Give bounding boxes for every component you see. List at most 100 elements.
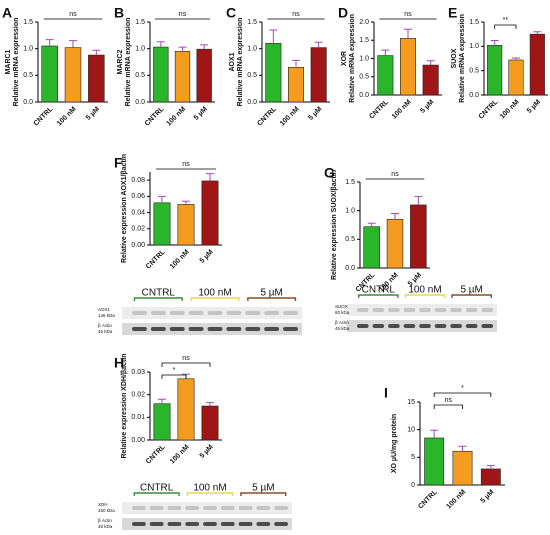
x-tick-label: 5 µM [479, 489, 495, 505]
blot-band [150, 327, 166, 331]
blot-band [419, 308, 431, 312]
lane-bracket [247, 297, 297, 301]
blot-band [283, 327, 298, 331]
bar [153, 403, 171, 441]
bar [287, 67, 305, 103]
y-tick-label: 0.03 [131, 369, 145, 376]
y-axis-label: Relative mRNA expression [237, 18, 244, 107]
error-bar [367, 222, 376, 227]
x-tick-label: 100 nM [56, 106, 78, 128]
blot-band [450, 324, 462, 328]
bar [386, 218, 404, 269]
y-tick-label: 0.04 [131, 209, 145, 216]
y-tick-label: 0.0 [469, 92, 479, 99]
y-tick-label: 10 [407, 427, 415, 434]
x-tick-label: CNTRL [144, 105, 166, 127]
blot-row-label: 150 kDa [98, 508, 115, 513]
y-axis-label: Relative mRNA expression [125, 18, 132, 107]
y-tick-label: 1.5 [23, 19, 33, 26]
y-tick-label: 1.0 [359, 55, 369, 62]
bar [177, 378, 195, 441]
blot-band [274, 506, 288, 510]
bar [480, 468, 501, 486]
y-tick-label: 1.5 [345, 179, 355, 186]
x-tick-label: CNTRL [145, 443, 167, 465]
blot-band [388, 308, 400, 312]
blot-band [203, 522, 217, 526]
y-tick-label: 1.5 [247, 19, 257, 26]
lane-label: CNTRL [140, 483, 174, 494]
bar [399, 38, 417, 96]
y-tick-label: 0.5 [345, 236, 355, 243]
lane-label: 100 nM [198, 288, 231, 299]
error-bar [533, 31, 542, 35]
y-axis-label: SUOX [451, 48, 458, 68]
blot-band [465, 308, 478, 312]
blot-band [274, 522, 288, 526]
blot-band [403, 324, 416, 328]
blot-band [419, 324, 431, 328]
error-bar [269, 29, 278, 44]
y-tick-label: 0.02 [131, 226, 145, 233]
blot-band [388, 324, 400, 328]
blot-band [169, 327, 185, 331]
x-tick-label: 100 nM [169, 249, 191, 271]
bar [196, 48, 212, 103]
significance-label: * [461, 385, 464, 392]
blot-band [132, 311, 147, 315]
bar [410, 204, 427, 269]
significance-bracket [494, 24, 517, 29]
bar [363, 226, 380, 269]
significance-label: ns [445, 397, 453, 404]
blot-band [132, 506, 146, 510]
blot-band [226, 311, 242, 315]
y-tick-label: 0.0 [23, 99, 33, 106]
lane-label: 5 µM [252, 483, 274, 494]
y-axis-label: Relative expression SUOX/βactin [331, 170, 338, 280]
blot-band [226, 327, 242, 331]
x-tick-label: 5 µM [199, 249, 215, 265]
panel-letter: I [384, 385, 388, 401]
panel-letter: B [114, 5, 124, 21]
y-tick-label: 0.02 [131, 392, 145, 399]
blot-band [357, 324, 369, 328]
bar [64, 47, 82, 103]
blot-band [434, 308, 447, 312]
x-tick-label: 100 nM [169, 444, 191, 466]
error-bar [182, 200, 190, 205]
x-tick-label: 5 µM [419, 99, 435, 115]
x-tick-label: 5 µM [199, 444, 215, 460]
blot-band [188, 327, 204, 331]
y-tick-label: 1.0 [345, 208, 355, 215]
error-bar [486, 465, 495, 469]
x-tick-label: 5 µM [307, 106, 323, 122]
y-axis-label: Relative expression XDH/βactin [121, 353, 128, 458]
y-tick-label: 0.00 [131, 437, 145, 444]
blot-band [132, 327, 147, 331]
significance-bracket [161, 362, 211, 367]
blot-row-label: AOX1 [98, 307, 111, 312]
panel-letter: G [324, 165, 335, 181]
blot-band [264, 311, 280, 315]
panel-letter: D [338, 5, 348, 21]
blot-band [238, 506, 253, 510]
blot-row-label: SUOX [335, 304, 348, 309]
y-axis-label: AOX1 [229, 52, 236, 71]
bar [41, 45, 58, 103]
x-tick-label: CNTRL [478, 98, 500, 120]
y-tick-label: 0.06 [131, 193, 145, 200]
x-tick-label: CNTRL [417, 488, 439, 510]
lane-bracket [451, 294, 492, 298]
significance-label: ns [182, 355, 190, 362]
blot-band [188, 311, 204, 315]
error-bar [381, 49, 390, 56]
y-tick-label: 1.0 [135, 46, 145, 53]
blot-row-label: β Actin [98, 323, 112, 328]
error-bar [45, 39, 54, 46]
blot-band [220, 522, 235, 526]
bar [424, 437, 445, 486]
blot-band [167, 522, 182, 526]
bar [377, 55, 394, 96]
blot-band [245, 327, 261, 331]
y-tick-label: 0.0 [359, 92, 369, 99]
